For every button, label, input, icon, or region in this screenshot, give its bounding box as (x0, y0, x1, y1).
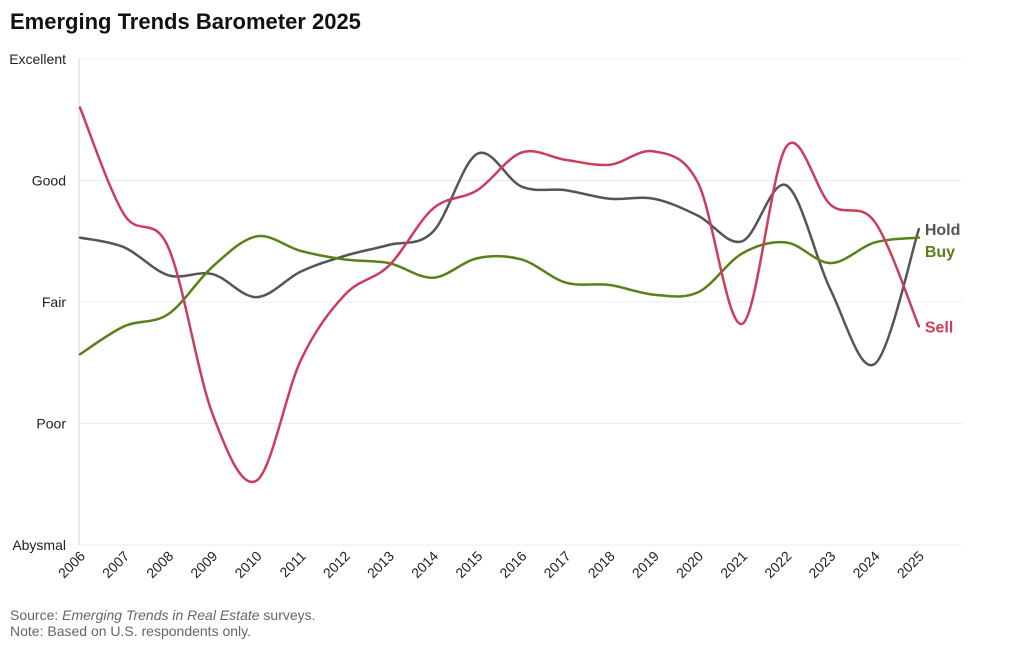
series-label-buy: Buy (925, 244, 955, 261)
series-line-hold (78, 151, 921, 367)
x-tick-label: 2025 (894, 548, 927, 581)
x-tick-label: 2013 (364, 548, 397, 581)
x-tick-label: 2016 (496, 548, 529, 581)
x-tick-label: 2012 (320, 548, 353, 581)
series-label-sell: Sell (925, 319, 953, 336)
y-tick-label: Abysmal (12, 537, 66, 553)
series-line-buy (78, 234, 921, 356)
x-tick-label: 2007 (99, 548, 132, 581)
y-tick-label: Excellent (9, 51, 66, 67)
x-tick-label: 2019 (629, 548, 662, 581)
source-text: Source: Emerging Trends in Real Estate s… (10, 607, 316, 623)
series-end-labels: Hold Buy Sell (925, 222, 961, 336)
x-tick-label: 2024 (849, 548, 882, 581)
y-tick-label: Poor (36, 416, 66, 432)
x-tick-label: 2010 (231, 548, 264, 581)
chart-footer: Source: Emerging Trends in Real Estate s… (10, 607, 316, 639)
x-tick-label: 2020 (673, 548, 706, 581)
x-tick-label: 2023 (805, 548, 838, 581)
x-tick-label: 2009 (187, 548, 220, 581)
y-axis-labels: Excellent Good Fair Poor Abysmal (9, 51, 66, 553)
x-tick-label: 2015 (452, 548, 485, 581)
y-tick-label: Fair (42, 294, 66, 310)
note-text: Note: Based on U.S. respondents only. (10, 623, 251, 639)
x-tick-label: 2017 (540, 548, 573, 581)
x-axis-labels: 2006 2007 2008 2009 2010 2011 2012 2013 2014 2015… (55, 548, 927, 581)
series-lines (78, 106, 921, 484)
y-tick-label: Good (32, 173, 66, 189)
x-tick-label: 2011 (276, 548, 309, 581)
series-label-hold: Hold (925, 222, 961, 239)
x-tick-label: 2021 (717, 548, 750, 581)
x-tick-label: 2022 (761, 548, 794, 581)
x-tick-label: 2014 (408, 548, 441, 581)
x-tick-label: 2018 (585, 548, 618, 581)
gridlines (78, 58, 962, 546)
chart-title: Emerging Trends Barometer 2025 (10, 9, 361, 34)
x-tick-label: 2008 (143, 548, 176, 581)
series-line-sell (78, 106, 921, 484)
